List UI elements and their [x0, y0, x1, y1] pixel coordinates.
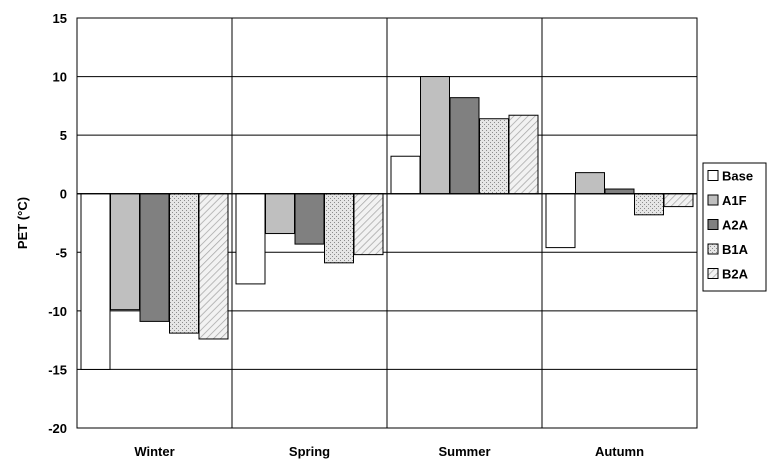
legend-swatch-b1a	[707, 243, 719, 255]
bar-a2a-autumn	[604, 188, 635, 195]
legend-label-b2a: B2A	[722, 267, 749, 282]
y-tick-label: 5	[60, 128, 67, 143]
y-tick-label: 15	[53, 11, 67, 26]
plot-frame	[76, 17, 698, 429]
bar-base-spring	[235, 193, 266, 285]
bar-base-summer	[390, 155, 421, 195]
y-tick-label: -15	[48, 362, 67, 377]
bar-b2a-autumn	[663, 193, 694, 208]
y-tick-label: -20	[48, 421, 67, 436]
y-tick-label: -10	[48, 304, 67, 319]
x-tick-label: Autumn	[595, 444, 644, 459]
x-tick-label: Winter	[134, 444, 174, 459]
legend: Base A1F A2A B1A B2A	[702, 162, 767, 292]
bar-a1f-winter	[110, 193, 140, 311]
bar-b1a-spring	[324, 193, 354, 264]
y-tick-label: 10	[53, 70, 67, 85]
legend-label-a2a: A2A	[722, 218, 749, 233]
bar-b2a-winter	[198, 193, 229, 340]
bar-base-winter	[80, 193, 111, 370]
bar-a1f-summer	[420, 76, 450, 195]
bar-a2a-winter	[139, 193, 170, 322]
bar-b2a-spring	[353, 193, 384, 256]
bar-a2a-spring	[294, 193, 325, 245]
legend-swatch-b2a	[707, 268, 719, 279]
x-tick-label: Spring	[289, 444, 330, 459]
legend-label-b1a: B1A	[722, 242, 749, 257]
bar-b1a-winter	[169, 193, 199, 334]
y-tick-label: -5	[55, 245, 67, 260]
bar-b1a-summer	[479, 118, 509, 195]
legend-label-base: Base	[722, 169, 753, 184]
legend-swatch-a2a	[707, 219, 719, 230]
bars	[80, 76, 694, 370]
axes: 15 10 5 0 -5 -10 -15 -20 Winter Spring Summer Autum…	[15, 11, 698, 459]
legend-swatch-base	[707, 170, 719, 181]
bar-a1f-spring	[265, 193, 295, 235]
x-tick-label: Summer	[438, 444, 490, 459]
bar-b2a-summer	[508, 114, 539, 195]
bar-base-autumn	[545, 193, 576, 249]
bar-b1a-autumn	[634, 193, 664, 216]
bar-a2a-summer	[449, 97, 480, 195]
y-axis-label: PET (°C)	[15, 197, 30, 249]
y-tick-label: 0	[60, 187, 67, 202]
legend-label-a1f: A1F	[722, 193, 747, 208]
bar-a1f-autumn	[575, 172, 605, 195]
legend-swatch-a1f	[707, 194, 719, 206]
